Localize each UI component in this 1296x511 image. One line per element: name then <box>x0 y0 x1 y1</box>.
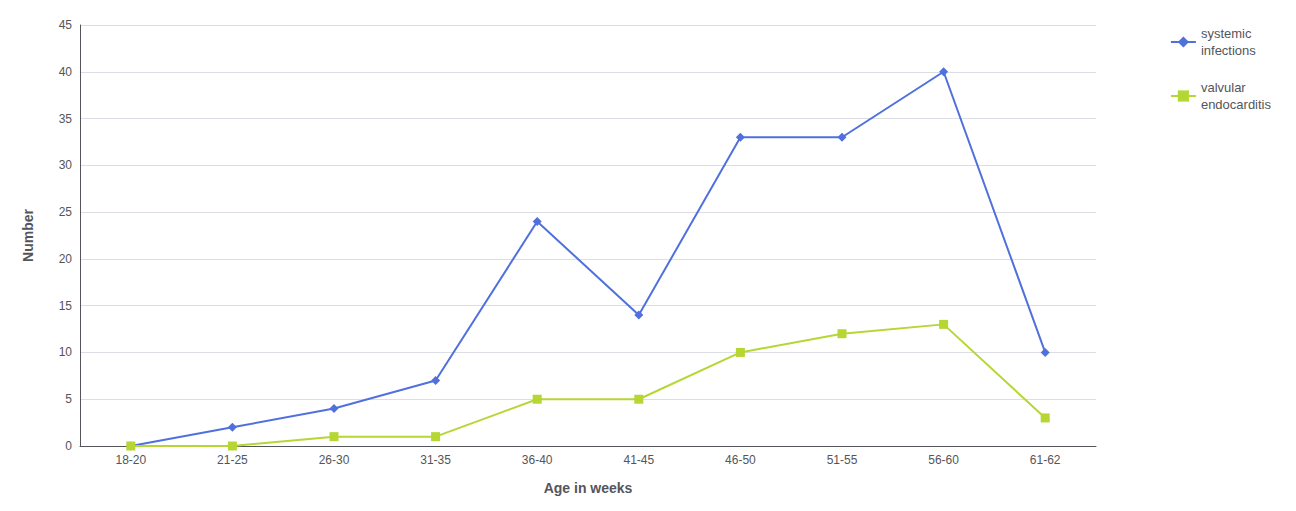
svg-text:0: 0 <box>65 439 72 453</box>
svg-text:10: 10 <box>59 345 73 359</box>
svg-text:18-20: 18-20 <box>115 453 146 467</box>
svg-text:Age in weeks: Age in weeks <box>544 480 633 496</box>
svg-text:51-55: 51-55 <box>827 453 858 467</box>
svg-text:21-25: 21-25 <box>217 453 248 467</box>
svg-text:40: 40 <box>59 65 73 79</box>
svg-text:35: 35 <box>59 112 73 126</box>
svg-text:15: 15 <box>59 299 73 313</box>
svg-text:45: 45 <box>59 18 73 32</box>
svg-text:Number: Number <box>20 209 36 262</box>
svg-text:endocarditis: endocarditis <box>1201 97 1272 112</box>
svg-text:46-50: 46-50 <box>725 453 756 467</box>
svg-text:infections: infections <box>1201 43 1256 58</box>
svg-text:30: 30 <box>59 158 73 172</box>
svg-text:20: 20 <box>59 252 73 266</box>
svg-text:systemic: systemic <box>1201 26 1252 41</box>
svg-text:25: 25 <box>59 205 73 219</box>
svg-text:61-62: 61-62 <box>1030 453 1061 467</box>
svg-text:41-45: 41-45 <box>623 453 654 467</box>
svg-text:26-30: 26-30 <box>319 453 350 467</box>
svg-text:5: 5 <box>65 392 72 406</box>
svg-text:31-35: 31-35 <box>420 453 451 467</box>
svg-text:56-60: 56-60 <box>928 453 959 467</box>
svg-text:36-40: 36-40 <box>522 453 553 467</box>
svg-text:valvular: valvular <box>1201 80 1246 95</box>
